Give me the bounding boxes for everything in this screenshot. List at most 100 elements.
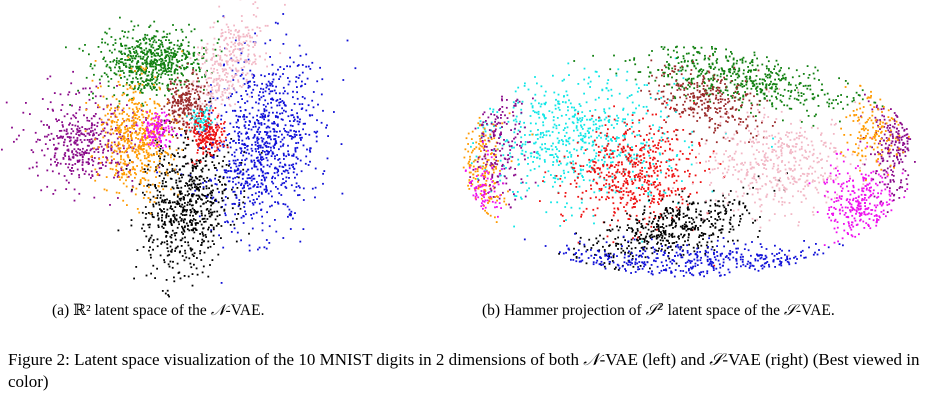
- scatter-point: [558, 139, 561, 142]
- scatter-point: [68, 158, 70, 161]
- scatter-point: [159, 155, 162, 158]
- scatter-point: [122, 182, 125, 185]
- scatter-point: [235, 29, 237, 31]
- scatter-point: [560, 139, 563, 141]
- scatter-point: [159, 208, 161, 210]
- scatter-point: [140, 145, 142, 148]
- scatter-point: [167, 67, 169, 70]
- scatter-point: [700, 46, 703, 49]
- scatter-point: [523, 121, 525, 124]
- scatter-point: [153, 133, 155, 136]
- scatter-point: [74, 139, 77, 142]
- scatter-point: [157, 146, 160, 148]
- scatter-point: [681, 180, 683, 182]
- scatter-point: [279, 140, 282, 143]
- scatter-point: [63, 153, 66, 156]
- scatter-point: [196, 108, 199, 110]
- scatter-point: [176, 44, 179, 47]
- scatter-point: [98, 167, 101, 170]
- scatter-point: [57, 142, 60, 145]
- scatter-point: [218, 5, 221, 8]
- scatter-point: [172, 136, 174, 138]
- scatter-point: [130, 81, 133, 83]
- scatter-point: [614, 191, 617, 194]
- scatter-point: [657, 90, 660, 92]
- scatter-point: [163, 155, 166, 158]
- scatter-point: [660, 171, 662, 174]
- scatter-point: [191, 219, 194, 222]
- scatter-point: [274, 115, 277, 117]
- scatter-point: [76, 143, 79, 146]
- scatter-point: [256, 34, 258, 37]
- scatter-point: [788, 107, 791, 110]
- scatter-point: [94, 168, 97, 171]
- scatter-point: [90, 141, 92, 144]
- scatter-point: [152, 205, 155, 208]
- scatter-point: [251, 217, 253, 220]
- scatter-point: [135, 173, 137, 176]
- scatter-point: [182, 120, 185, 123]
- scatter-point: [253, 81, 256, 83]
- scatter-point: [563, 95, 565, 97]
- scatter-point: [211, 92, 214, 95]
- scatter-point: [70, 170, 73, 172]
- scatter-point: [573, 109, 576, 112]
- scatter-point: [117, 161, 119, 164]
- scatter-point: [249, 69, 252, 72]
- scatter-point: [584, 135, 587, 138]
- scatter-point: [209, 93, 211, 96]
- scatter-point: [136, 124, 139, 127]
- scatter-point: [242, 33, 245, 36]
- scatter-point: [120, 50, 123, 53]
- scatter-point: [705, 72, 708, 74]
- scatter-point: [208, 123, 210, 125]
- scatter-point: [93, 147, 96, 150]
- scatter-point: [262, 112, 265, 115]
- scatter-point: [170, 205, 172, 208]
- scatter-point: [128, 84, 131, 86]
- scatter-point: [65, 179, 68, 182]
- scatter-point: [209, 215, 212, 218]
- scatter-point: [120, 158, 122, 161]
- scatter-point: [131, 188, 133, 191]
- scatter-point: [116, 85, 118, 87]
- scatter-point: [253, 84, 256, 86]
- scatter-point: [544, 143, 546, 145]
- scatter-point: [90, 90, 93, 93]
- scatter-point: [209, 126, 212, 129]
- scatter-point: [307, 65, 310, 68]
- scatter-point: [291, 154, 293, 157]
- scatter-point: [257, 120, 260, 122]
- scatter-point: [191, 72, 194, 75]
- scatter-point: [210, 105, 212, 108]
- scatter-point: [512, 101, 515, 104]
- scatter-point: [531, 105, 534, 107]
- scatter-point: [108, 162, 111, 164]
- scatter-point: [127, 139, 130, 141]
- scatter-point: [167, 88, 170, 90]
- scatter-point: [151, 117, 153, 120]
- scatter-point: [558, 103, 561, 105]
- scatter-point: [593, 149, 595, 152]
- scatter-point: [317, 103, 319, 106]
- scatter-point: [79, 154, 82, 156]
- scatter-point: [134, 70, 137, 72]
- scatter-point: [271, 63, 274, 66]
- scatter-point: [273, 128, 276, 131]
- scatter-point: [213, 37, 216, 40]
- scatter-point: [233, 190, 236, 193]
- scatter-point: [140, 69, 143, 72]
- scatter-point: [250, 128, 253, 131]
- scatter-point: [227, 180, 230, 183]
- scatter-point: [201, 46, 203, 49]
- scatter-point: [202, 186, 205, 188]
- scatter-point: [165, 181, 167, 183]
- scatter-point: [182, 93, 185, 96]
- scatter-point: [297, 123, 300, 126]
- scatter-point: [190, 112, 192, 115]
- scatter-point: [683, 87, 686, 90]
- scatter-point: [162, 70, 165, 73]
- scatter-point: [267, 80, 270, 83]
- hammer-projection-scatter: [462, 45, 916, 278]
- scatter-point: [306, 148, 308, 151]
